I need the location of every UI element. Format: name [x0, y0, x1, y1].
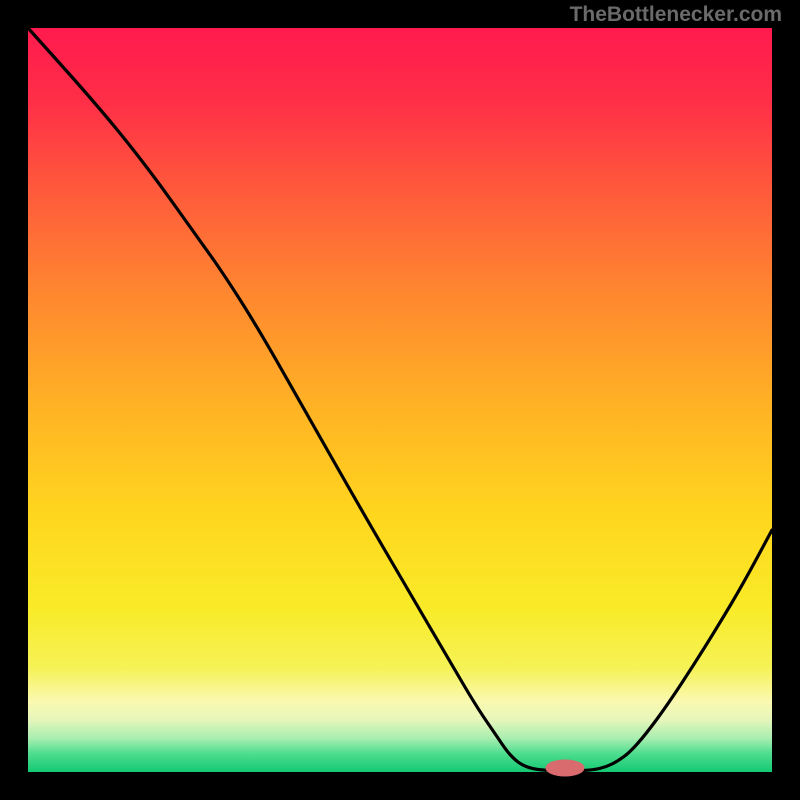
plot-background	[28, 28, 772, 772]
optimal-marker	[546, 760, 584, 776]
chart-canvas	[0, 0, 800, 800]
outer-frame	[0, 0, 800, 800]
watermark-label: TheBottlenecker.com	[570, 3, 782, 27]
